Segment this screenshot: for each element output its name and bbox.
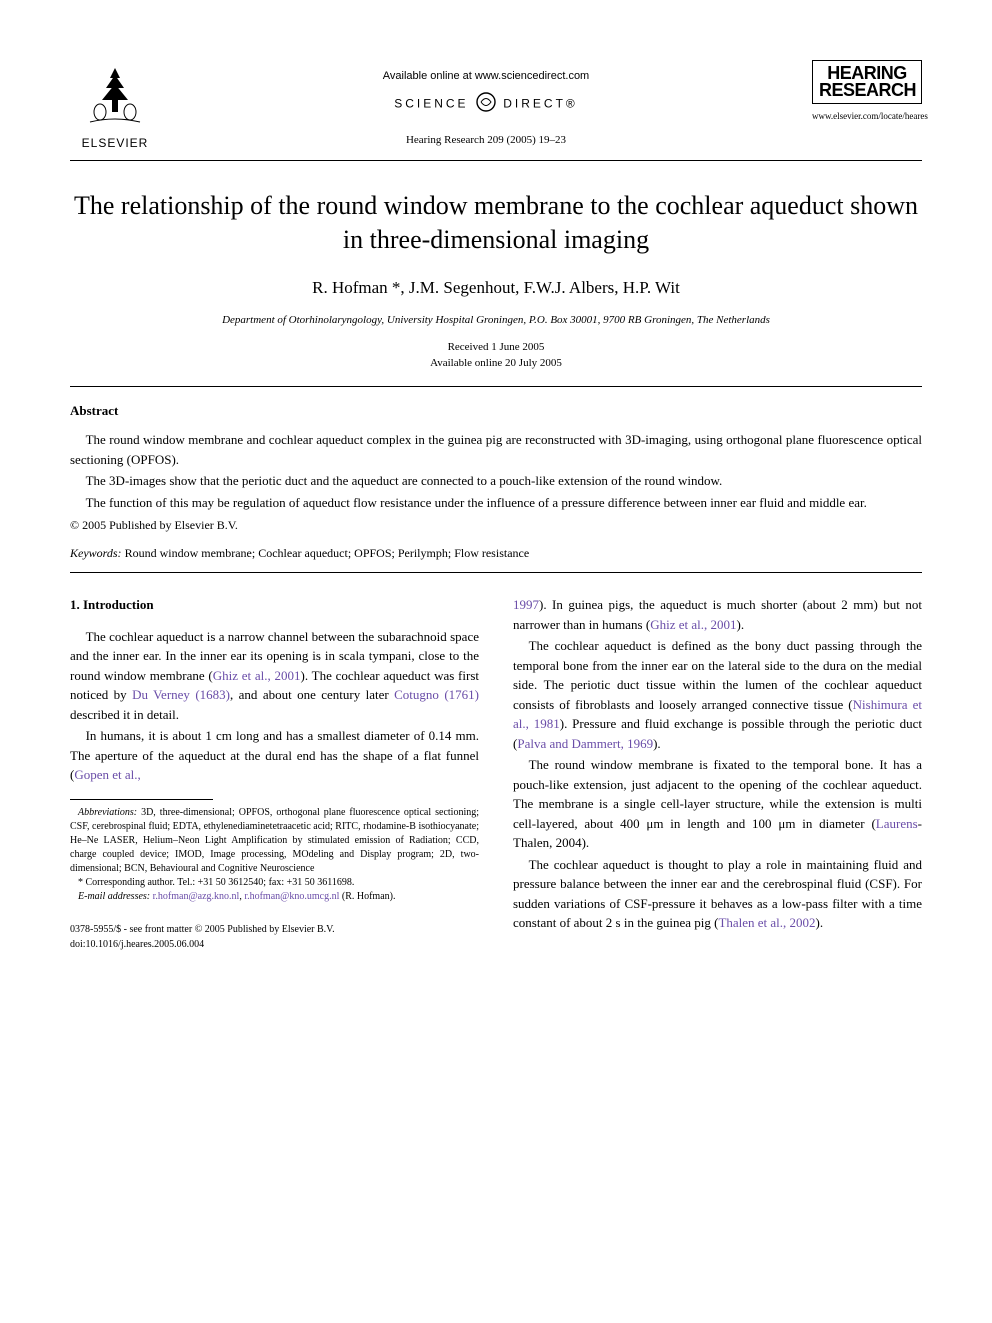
ref-thalen-2002[interactable]: Thalen et al., 2002	[718, 915, 815, 930]
body-columns: 1. Introduction The cochlear aqueduct is…	[70, 595, 922, 952]
doi-line: doi:10.1016/j.heares.2005.06.004	[70, 937, 479, 952]
elsevier-label: ELSEVIER	[70, 134, 160, 152]
footnote-abbrev: Abbreviations: 3D, three-dimensional; OP…	[70, 806, 479, 876]
science-direct-word2: DIRECT®	[503, 96, 578, 110]
intro-para-3: The cochlear aqueduct is defined as the …	[513, 636, 922, 753]
header-center: Available online at www.sciencedirect.co…	[160, 60, 812, 148]
affiliation: Department of Otorhinolaryngology, Unive…	[70, 312, 922, 329]
science-direct-brand: SCIENCE DIRECT®	[160, 91, 812, 118]
abbrev-label: Abbreviations:	[78, 807, 137, 818]
journal-reference: Hearing Research 209 (2005) 19–23	[160, 132, 812, 149]
doi-block: 0378-5955/$ - see front matter © 2005 Pu…	[70, 922, 479, 952]
ref-ghiz-2001[interactable]: Ghiz et al., 2001	[213, 668, 301, 683]
keywords-text: Round window membrane; Cochlear aqueduct…	[125, 546, 530, 560]
divider-post-keywords	[70, 572, 922, 573]
ref-cotugno-1761[interactable]: Cotugno (1761)	[394, 687, 479, 702]
journal-name-line2: RESEARCH	[819, 82, 915, 99]
journal-name-box: HEARING RESEARCH	[812, 60, 922, 104]
article-title: The relationship of the round window mem…	[70, 189, 922, 257]
keywords-label: Keywords:	[70, 546, 122, 560]
science-direct-word1: SCIENCE	[394, 96, 468, 110]
right-column: 1997). In guinea pigs, the aqueduct is m…	[513, 595, 922, 952]
footnote-divider	[70, 799, 213, 800]
elsevier-tree-icon	[80, 60, 150, 130]
abstract-copyright: © 2005 Published by Elsevier B.V.	[70, 516, 922, 534]
journal-logo-block: HEARING RESEARCH www.elsevier.com/locate…	[812, 60, 922, 124]
keywords-line: Keywords: Round window membrane; Cochlea…	[70, 544, 922, 562]
elsevier-logo-block: ELSEVIER	[70, 60, 160, 152]
email-author: (R. Hofman).	[342, 891, 396, 902]
abstract-para-3: The function of this may be regulation o…	[70, 493, 922, 513]
footnote-emails: E-mail addresses: r.hofman@azg.kno.nl, r…	[70, 890, 479, 904]
footnotes-block: Abbreviations: 3D, three-dimensional; OP…	[70, 806, 479, 904]
authors-line: R. Hofman *, J.M. Segenhout, F.W.J. Albe…	[70, 275, 922, 301]
section-1-heading: 1. Introduction	[70, 595, 479, 615]
ref-palva-1969[interactable]: Palva and Dammert, 1969	[517, 736, 653, 751]
available-online-text: Available online at www.sciencedirect.co…	[160, 68, 812, 85]
front-matter-line: 0378-5955/$ - see front matter © 2005 Pu…	[70, 922, 479, 937]
footnote-corresponding: * Corresponding author. Tel.: +31 50 361…	[70, 876, 479, 890]
ref-gopen-1997[interactable]: Gopen et al.,	[74, 767, 140, 782]
email-label: E-mail addresses:	[78, 891, 150, 902]
ref-laurens-2004[interactable]: Laurens	[876, 816, 918, 831]
ref-gopen-1997-cont[interactable]: 1997	[513, 597, 539, 612]
abstract-para-2: The 3D-images show that the periotic duc…	[70, 471, 922, 491]
available-date: Available online 20 July 2005	[70, 355, 922, 372]
intro-para-1: The cochlear aqueduct is a narrow channe…	[70, 627, 479, 725]
page-header: ELSEVIER Available online at www.science…	[70, 60, 922, 152]
email-link-2[interactable]: r.hofman@kno.umcg.nl	[244, 891, 339, 902]
divider-top	[70, 160, 922, 161]
science-direct-icon	[475, 91, 497, 118]
journal-url: www.elsevier.com/locate/heares	[812, 110, 922, 124]
ref-ghiz-2001-b[interactable]: Ghiz et al., 2001	[650, 617, 736, 632]
intro-para-4: The round window membrane is fixated to …	[513, 755, 922, 853]
intro-para-5: The cochlear aqueduct is thought to play…	[513, 855, 922, 933]
email-link-1[interactable]: r.hofman@azg.kno.nl	[153, 891, 240, 902]
abstract-heading: Abstract	[70, 401, 922, 421]
abstract-para-1: The round window membrane and cochlear a…	[70, 430, 922, 469]
divider-pre-abstract	[70, 386, 922, 387]
left-column: 1. Introduction The cochlear aqueduct is…	[70, 595, 479, 952]
article-dates: Received 1 June 2005 Available online 20…	[70, 339, 922, 372]
ref-duverney-1683[interactable]: Du Verney (1683)	[132, 687, 230, 702]
intro-para-2: In humans, it is about 1 cm long and has…	[70, 726, 479, 785]
received-date: Received 1 June 2005	[70, 339, 922, 356]
intro-para-2-cont: 1997). In guinea pigs, the aqueduct is m…	[513, 595, 922, 634]
